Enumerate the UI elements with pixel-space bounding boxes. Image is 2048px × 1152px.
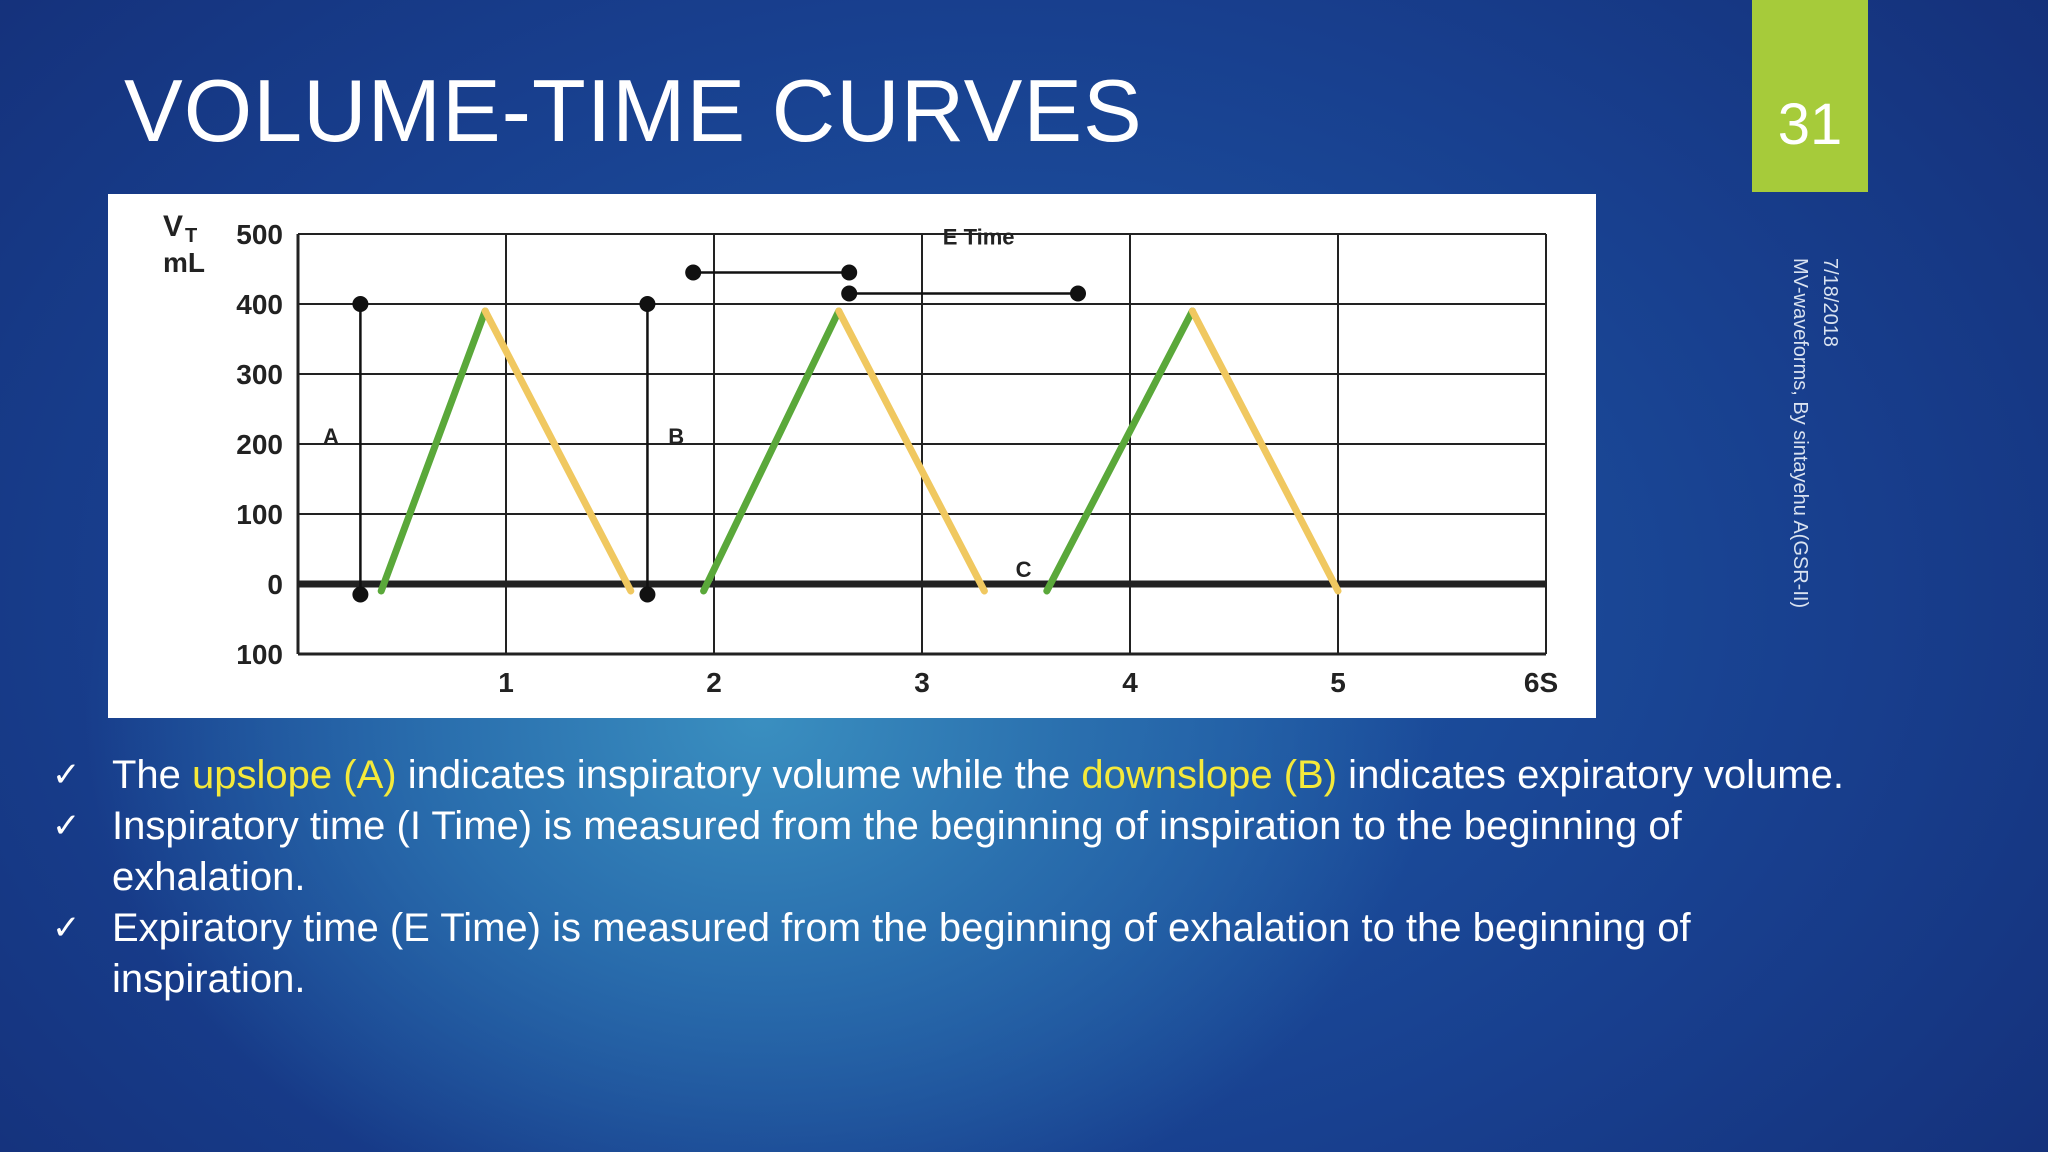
checkmark-icon: ✓ (52, 806, 81, 846)
y-tick-label: 200 (236, 429, 283, 460)
upslope-line (377, 307, 489, 595)
checkmark-icon: ✓ (52, 755, 81, 795)
x-tick-label: 6S (1524, 667, 1558, 698)
marker-b-dot (639, 586, 656, 603)
bullet-text: indicates inspiratory volume while the (396, 753, 1082, 797)
bullet-text: Inspiratory time (I Time) is measured fr… (112, 804, 1682, 899)
slide-footer: 7/18/2018 MV-waveforms, By sintayehu A(G… (1785, 258, 1845, 608)
downslope-line (481, 307, 635, 595)
bullet-text: Expiratory time (E Time) is measured fro… (112, 906, 1691, 1001)
y-tick-label: 500 (236, 219, 283, 250)
footer-date: 7/18/2018 (1819, 258, 1841, 347)
page-number-badge: 31 (1752, 0, 1868, 192)
e-time-dot (841, 285, 858, 302)
footer-author: MV-waveforms, By sintayehu A(GSR-II) (1789, 258, 1811, 609)
annotation-a: A (323, 424, 339, 449)
checkmark-icon: ✓ (52, 908, 81, 948)
marker-a-dot (352, 586, 369, 603)
x-tick-label: 3 (914, 667, 930, 698)
bullet-list: ✓ The upslope (A) indicates inspiratory … (52, 750, 1882, 1005)
annotation-i-time: I Time (756, 194, 819, 197)
e-time-dot (1070, 285, 1086, 302)
y-tick-label: 300 (236, 359, 283, 390)
y-tick-label: 100 (236, 499, 283, 530)
annotation-c: C (1016, 557, 1032, 582)
x-tick-label: 2 (706, 667, 722, 698)
bullet-item: ✓ Expiratory time (E Time) is measured fr… (52, 903, 1882, 1005)
y-axis-label: V (163, 210, 183, 243)
slide-title: VOLUME-TIME CURVES (124, 61, 1143, 160)
highlighted-term: upslope (A) (192, 753, 397, 797)
bullet-item: ✓ Inspiratory time (I Time) is measured f… (52, 801, 1882, 903)
y-tick-label: 0 (267, 569, 283, 600)
x-tick-label: 5 (1330, 667, 1346, 698)
downslope-line (1188, 307, 1342, 595)
marker-b-dot (639, 296, 656, 312)
y-tick-label: 400 (236, 289, 283, 320)
page-number: 31 (1777, 92, 1843, 157)
bullet-text: The (112, 753, 193, 797)
bullet-item: ✓ The upslope (A) indicates inspiratory … (52, 750, 1882, 801)
i-time-dot (685, 264, 702, 281)
x-tick-label: 4 (1122, 667, 1138, 698)
y-axis-label-subscript: T (185, 225, 197, 247)
y-axis-unit: mL (163, 247, 205, 278)
upslope-line (1043, 307, 1196, 595)
x-tick-label: 1 (498, 667, 514, 698)
annotation-e-time: E Time (943, 225, 1015, 250)
upslope-line (700, 307, 843, 595)
annotation-b: B (668, 424, 684, 449)
i-time-dot (841, 264, 858, 281)
marker-a-dot (352, 296, 369, 312)
bullet-text: indicates expiratory volume. (1337, 753, 1844, 797)
highlighted-term: downslope (B) (1081, 753, 1338, 797)
y-tick-label: 100 (236, 639, 283, 670)
downslope-line (835, 307, 988, 595)
